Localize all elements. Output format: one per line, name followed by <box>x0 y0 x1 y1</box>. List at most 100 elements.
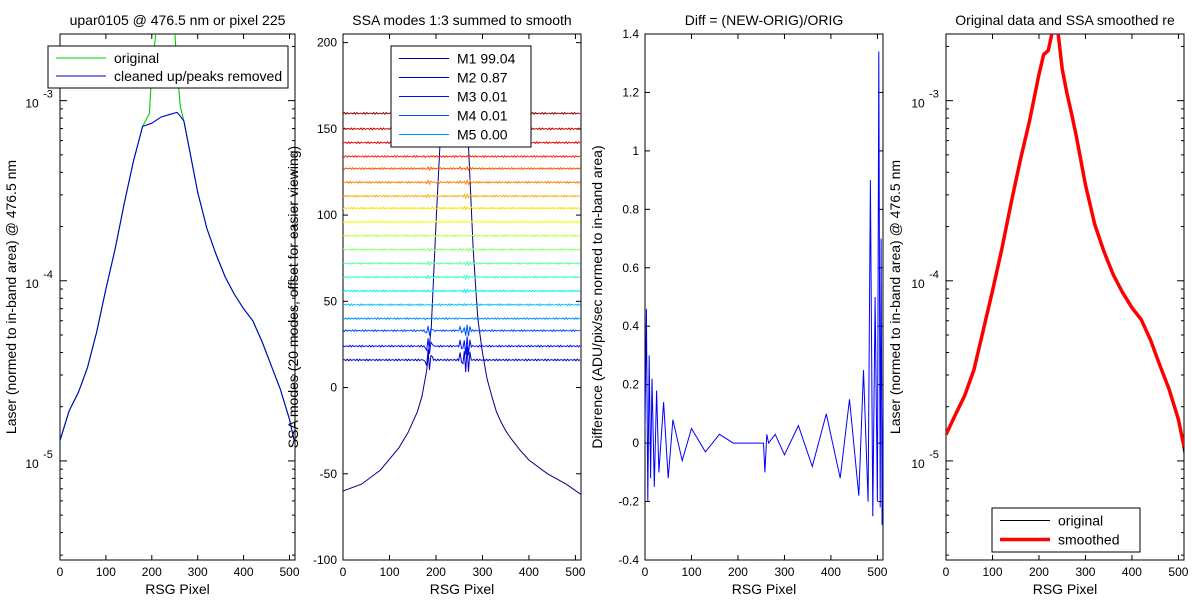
chart-title: Original data and SSA smoothed re <box>955 12 1175 28</box>
ssa-mode-line <box>343 154 581 159</box>
y-tick-label: 100 <box>317 208 337 222</box>
ssa-mode-line <box>343 260 581 267</box>
x-tick-label: 0 <box>642 565 649 579</box>
ssa-mode-line <box>343 247 581 253</box>
panel-smoothed-comparison: 0 100 200 300 400 500 RSG Pixel Original data a… <box>887 12 1189 597</box>
y-tick-label: -100 <box>313 553 337 567</box>
y-tick-label: 1.4 <box>622 27 639 41</box>
y-tick-label-base: 10 <box>911 277 925 291</box>
ssa-mode-line <box>343 324 581 337</box>
ssa-mode-line <box>343 165 581 172</box>
x-axis-label: RSG Pixel <box>430 581 495 597</box>
x-tick-label: 400 <box>519 565 539 579</box>
x-tick-label: 0 <box>943 565 950 579</box>
y-tick-label-base: 10 <box>911 97 925 111</box>
ssa-mode-line <box>343 346 581 373</box>
y-tick-label-exponent: -3 <box>43 89 53 101</box>
legend-entry-label: M5 0.00 <box>457 127 508 143</box>
y-tick-label: -50 <box>320 467 338 481</box>
ssa-mode-line <box>343 205 581 211</box>
chart-title: upar0105 @ 476.5 nm or pixel 225 <box>70 12 286 28</box>
y-tick-label: 0 <box>632 436 639 450</box>
x-tick-label: 100 <box>982 565 1002 579</box>
x-tick-label: 0 <box>57 565 64 579</box>
y-tick-label-exponent: -5 <box>43 449 53 461</box>
x-axis-label: RSG Pixel <box>1033 581 1098 597</box>
y-axis-label: Laser (normed to in-band area) @ 476.5 n… <box>3 160 19 434</box>
y-tick-label-exponent: -5 <box>929 449 939 461</box>
legend-entry-label: cleaned up/peaks removed <box>114 68 282 84</box>
y-tick-label: 0.4 <box>622 319 639 333</box>
legend-entry-label: M3 0.01 <box>457 89 508 105</box>
ssa-mode-line <box>343 273 581 281</box>
ssa-mode-line <box>343 234 581 238</box>
y-tick-label-base: 10 <box>911 457 925 471</box>
panel-laser-profile: 0 100 200 300 400 500 RSG Pixel upar0105 @ 476.… <box>3 12 300 597</box>
x-tick-label: 500 <box>1168 565 1188 579</box>
series-line-cleaned <box>60 111 295 441</box>
y-tick-label: 1 <box>632 144 639 158</box>
legend-entry-label: M4 0.01 <box>457 108 508 124</box>
y-tick-label-exponent: -4 <box>929 269 939 281</box>
chart-title: SSA modes 1:3 summed to smooth <box>352 12 571 28</box>
plot-area <box>59 33 296 561</box>
legend-box <box>47 45 289 89</box>
y-tick-label: 0.8 <box>622 202 639 216</box>
x-tick-label: 100 <box>379 565 399 579</box>
x-tick-label: 500 <box>279 565 299 579</box>
y-tick-label-exponent: -4 <box>43 269 53 281</box>
y-tick-label: 50 <box>324 294 338 308</box>
x-tick-label: 300 <box>774 565 794 579</box>
x-tick-label: 500 <box>867 565 887 579</box>
chart-title: Diff = (NEW-ORIG)/ORIG <box>685 12 844 28</box>
y-tick-label-base: 10 <box>25 97 39 111</box>
ssa-mode-line <box>343 220 581 224</box>
y-axis-label: Difference (ADU/pix/sec normed to in-ban… <box>589 145 605 448</box>
legend-entry-label: original <box>114 50 159 66</box>
x-tick-label: 200 <box>426 565 446 579</box>
ssa-mode-line <box>343 178 581 186</box>
ssa-mode-line <box>343 288 581 294</box>
x-tick-label: 300 <box>1075 565 1095 579</box>
x-tick-label: 0 <box>340 565 347 579</box>
x-tick-label: 100 <box>681 565 701 579</box>
y-tick-label: -0.4 <box>618 553 639 567</box>
x-tick-label: 200 <box>142 565 162 579</box>
x-tick-label: 200 <box>728 565 748 579</box>
plot-area <box>644 33 884 561</box>
y-tick-label: 200 <box>317 36 337 50</box>
x-tick-label: 300 <box>188 565 208 579</box>
legend-entry-label: original <box>1058 513 1103 529</box>
y-tick-label: -0.2 <box>618 495 639 509</box>
y-tick-label: 1.2 <box>622 85 639 99</box>
panel-difference: 0 100 200 300 400 500 RSG Pixel Diff = (NEW-ORI… <box>589 12 888 597</box>
x-tick-label: 200 <box>1029 565 1049 579</box>
legend-entry-label: M1 99.04 <box>457 51 516 67</box>
y-tick-label: 0.2 <box>622 378 639 392</box>
y-tick-label: 0 <box>330 381 337 395</box>
series-line-smoothed <box>946 34 1184 448</box>
y-tick-label: 150 <box>317 122 337 136</box>
y-axis-label: Laser (normed to in-band area) @ 476.5 n… <box>887 160 903 434</box>
plot-area <box>945 33 1185 561</box>
y-tick-label: 0.6 <box>622 261 639 275</box>
x-axis-label: RSG Pixel <box>145 581 210 597</box>
x-tick-label: 100 <box>96 565 116 579</box>
ssa-mode-line <box>343 316 581 321</box>
x-tick-label: 400 <box>821 565 841 579</box>
ssa-mode-line <box>343 336 581 356</box>
ssa-mode-line <box>343 302 581 307</box>
legend-entry-label: M2 0.87 <box>457 70 508 86</box>
x-tick-label: 400 <box>234 565 254 579</box>
y-tick-label-exponent: -3 <box>929 89 939 101</box>
legend-box <box>991 507 1141 553</box>
x-axis-label: RSG Pixel <box>732 581 797 597</box>
difference-line <box>645 51 883 525</box>
x-tick-label: 300 <box>472 565 492 579</box>
y-axis-label: SSA modes (20 modes, offset for easier v… <box>285 146 301 448</box>
y-tick-label-base: 10 <box>25 277 39 291</box>
x-tick-label: 400 <box>1122 565 1142 579</box>
y-tick-label-base: 10 <box>25 457 39 471</box>
